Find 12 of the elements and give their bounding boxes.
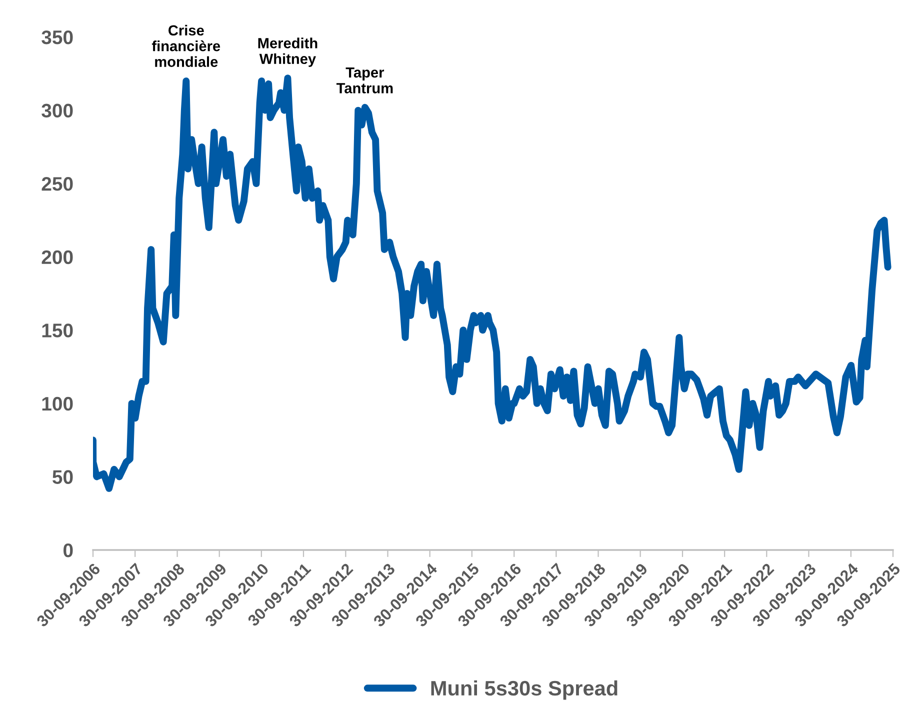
y-tick-label: 0 bbox=[64, 543, 73, 558]
annotation: Taper Tantrum bbox=[336, 67, 393, 94]
y-tick-label: 250 bbox=[42, 177, 73, 191]
annotation: Meredith Whitney bbox=[258, 38, 318, 67]
y-tick-label: 100 bbox=[42, 396, 73, 411]
y-tick-label: 150 bbox=[42, 324, 73, 338]
y-tick-label: 200 bbox=[42, 250, 73, 264]
y-tick-label: 50 bbox=[52, 470, 73, 484]
y-tick-label: 350 bbox=[42, 30, 73, 44]
legend-label: Muni 5s30s Spread bbox=[431, 680, 618, 700]
y-tick-label: 300 bbox=[42, 104, 73, 118]
annotation: Crise financière mondiale bbox=[152, 24, 220, 67]
